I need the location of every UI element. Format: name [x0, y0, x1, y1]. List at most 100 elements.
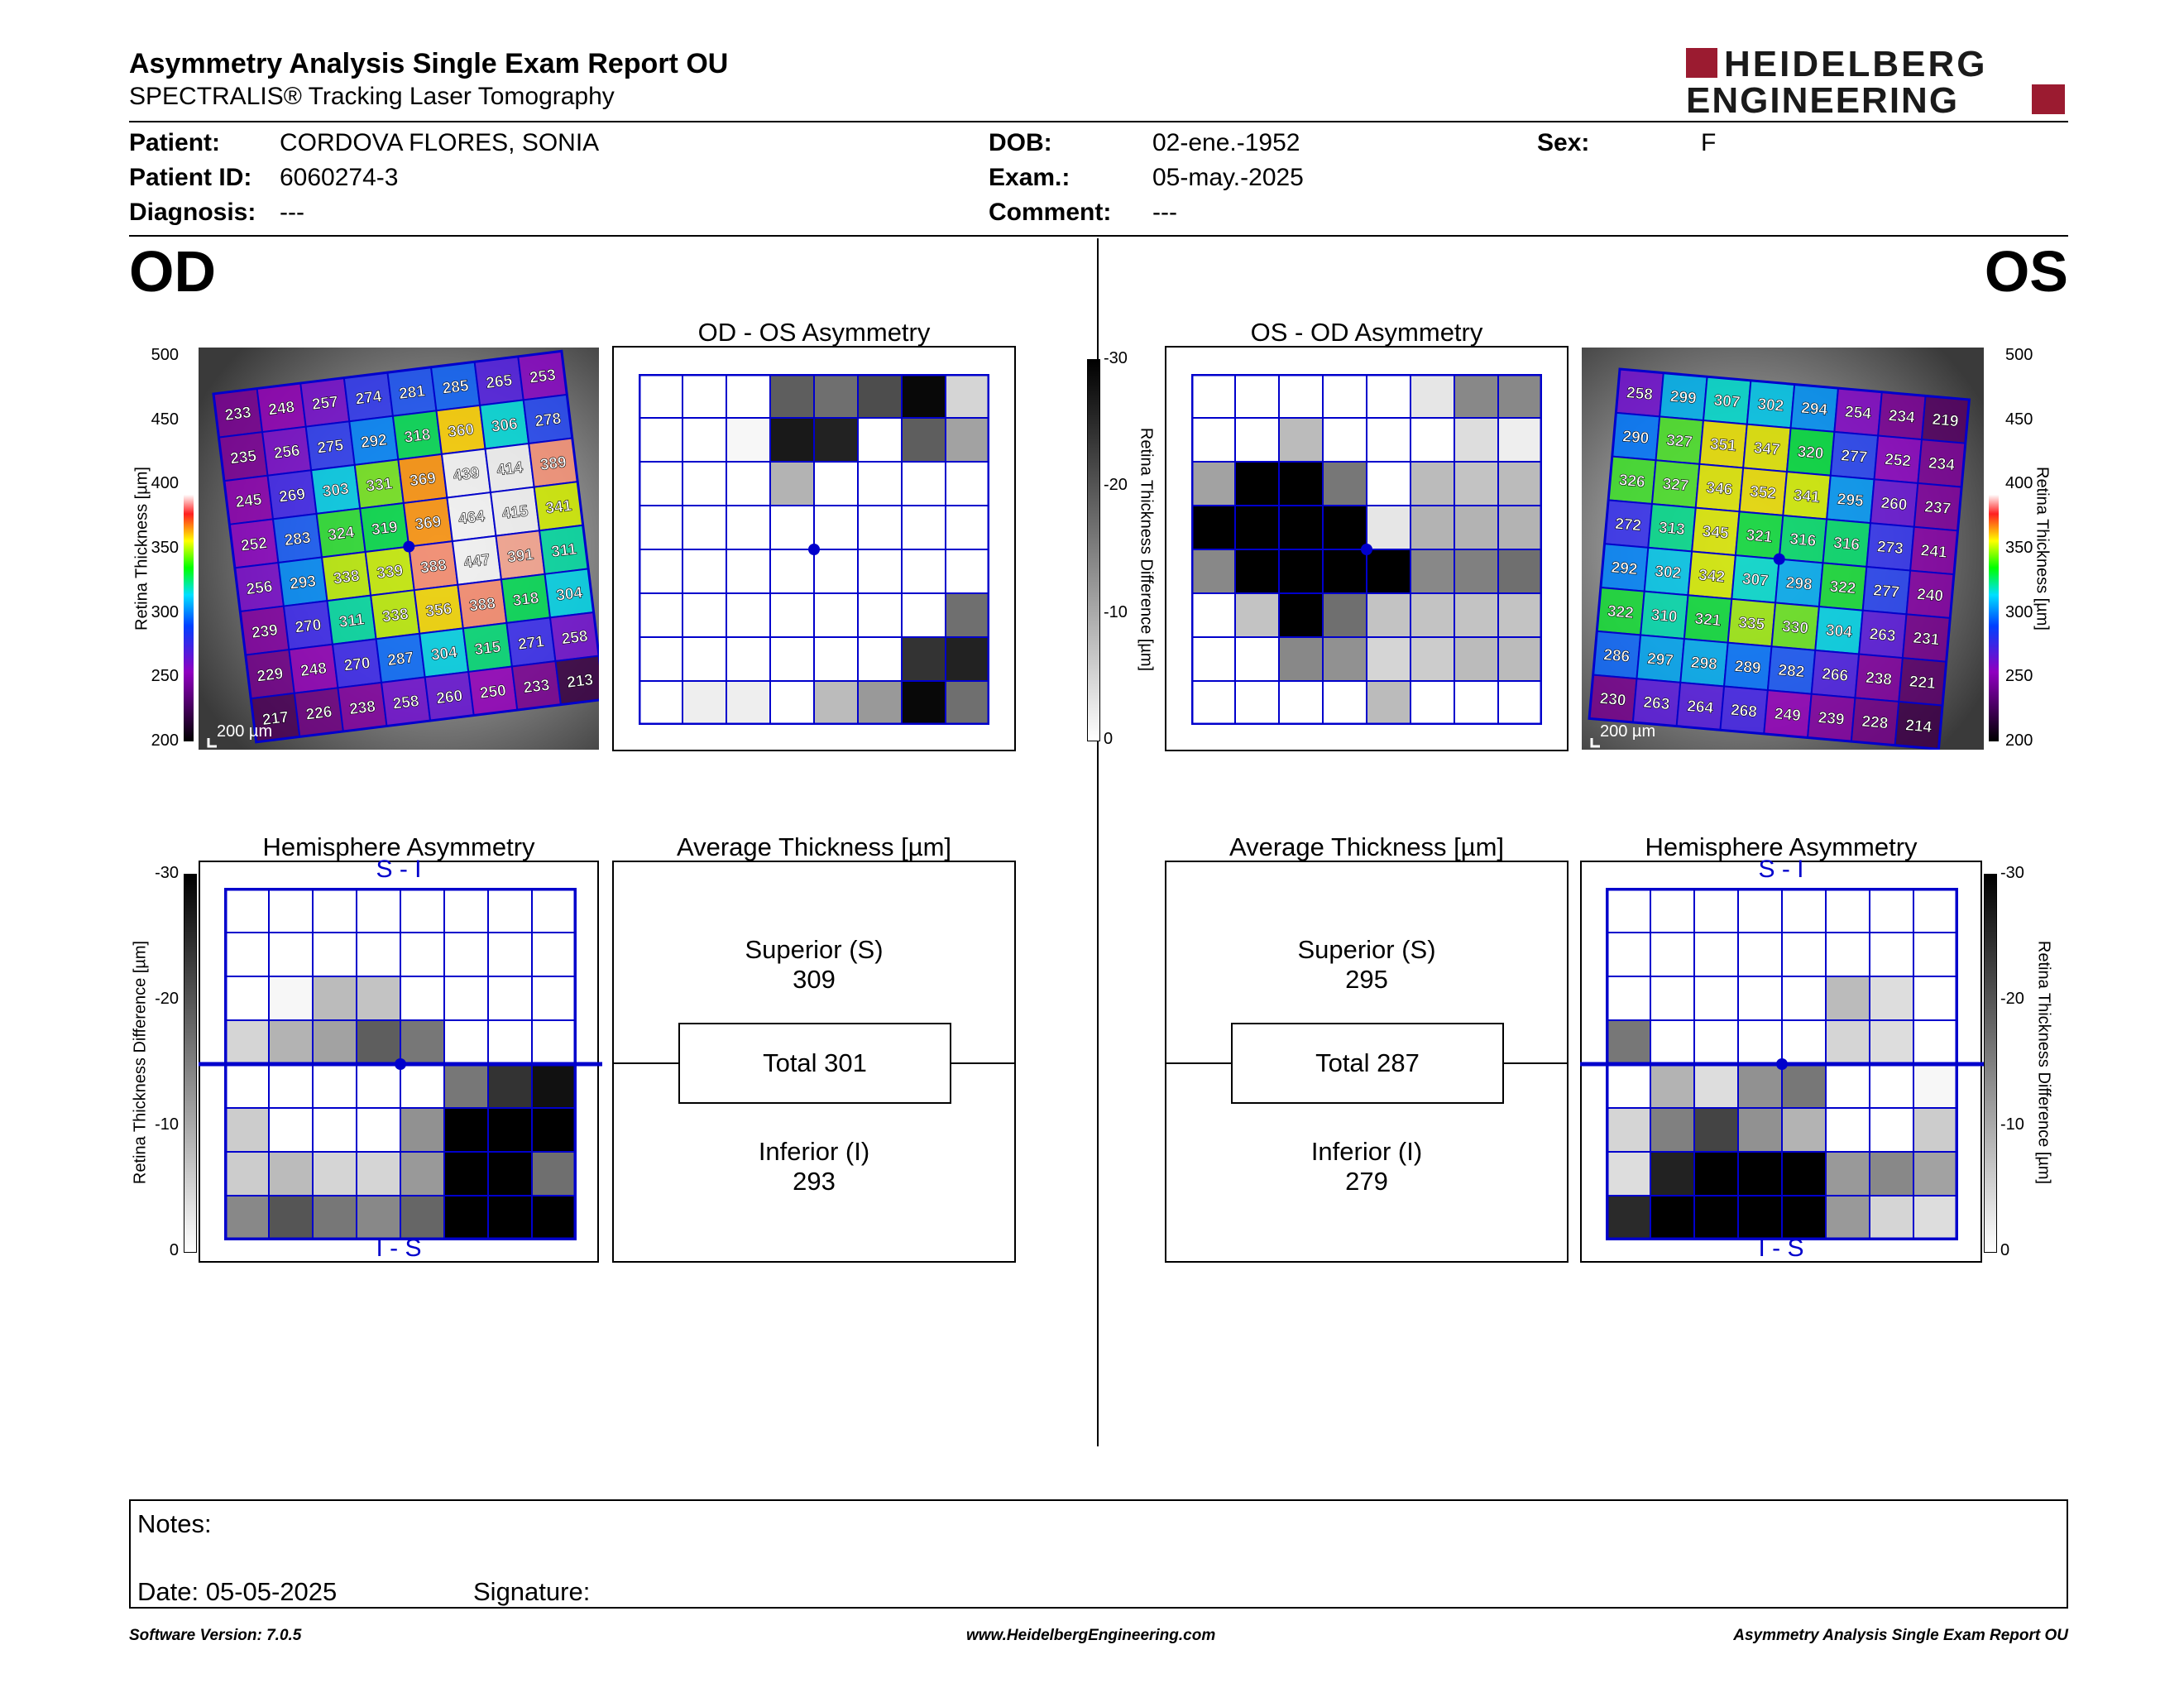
- od-thickness-axis-label: Retina Thickness [µm]: [132, 467, 151, 631]
- patient-id-label: Patient ID:: [129, 164, 252, 191]
- os-fundus-value-4-3: 307: [1741, 570, 1769, 590]
- od-thickness-tick-1: 450: [151, 410, 179, 429]
- os-asym-cell-0-0: [1191, 374, 1236, 419]
- os-hemi-cell-7-5: [1825, 1195, 1870, 1240]
- os-asym-frame: [1165, 346, 1569, 751]
- od-hemi-cell-6-2: [312, 1151, 357, 1196]
- notes-box[interactable]: Notes: Date: 05-05-2025 Signature:: [129, 1499, 2068, 1609]
- os-asym-cell-6-5: [1410, 636, 1455, 682]
- os-fundus-value-5-6: 263: [1869, 626, 1896, 645]
- center-diff-axis-label: Retina Thickness Difference [µm]: [1137, 427, 1156, 672]
- patient-divider: [129, 235, 2068, 237]
- od-hemi-cell-6-5: [443, 1151, 489, 1196]
- os-hemi-cell-6-1: [1650, 1151, 1695, 1196]
- center-divider: [1097, 238, 1099, 1446]
- footer-report-name: Asymmetry Analysis Single Exam Report OU: [1733, 1627, 2068, 1644]
- od-hemi-grid: [199, 888, 602, 1240]
- os-hemi-cell-5-2: [1693, 1107, 1739, 1153]
- od-asym-cell-2-5: [857, 461, 903, 506]
- od-fundus-thickness-map: 233 248 257 274 281 285 265 253 235 256 275 292 318 3…: [199, 348, 599, 750]
- od-hemi-cell-1-6: [487, 932, 533, 977]
- os-hemi-cell-6-0: [1606, 1151, 1651, 1196]
- od-thickness-tick-5: 250: [151, 667, 179, 686]
- os-hemi-tick-1: -20: [2000, 990, 2024, 1008]
- os-asym-cell-1-6: [1454, 417, 1499, 463]
- os-asym-cell-7-3: [1322, 680, 1367, 725]
- os-hemi-cell-5-7: [1913, 1107, 1958, 1153]
- od-hemi-cell-1-2: [312, 932, 357, 977]
- od-asym-cell-6-1: [682, 636, 727, 682]
- footer-website[interactable]: www.HeidelbergEngineering.com: [966, 1627, 1216, 1644]
- od-asym-cell-4-7: [945, 549, 989, 594]
- os-asym-cell-2-0: [1191, 461, 1236, 506]
- od-asym-fovea-marker: [808, 544, 820, 555]
- signature-label: Signature:: [473, 1577, 591, 1606]
- os-fundus-value-0-2: 307: [1713, 392, 1741, 412]
- os-fundus-value-4-4: 298: [1785, 574, 1813, 594]
- os-hemi-cell-5-6: [1869, 1107, 1914, 1153]
- od-asym-cell-6-2: [726, 636, 771, 682]
- od-asym-cell-3-3: [769, 505, 815, 550]
- os-asym-cell-2-3: [1322, 461, 1367, 506]
- os-asym-fovea-marker: [1361, 544, 1372, 555]
- os-fundus-scale-bar: [1590, 738, 1600, 748]
- od-asym-cell-6-5: [857, 636, 903, 682]
- os-avg-line-left: [1166, 1062, 1236, 1064]
- os-asym-cell-6-1: [1234, 636, 1280, 682]
- od-fundus-value-7-0: 217: [261, 708, 290, 729]
- od-fundus-value-6-1: 248: [299, 659, 328, 680]
- os-asym-cell-4-6: [1454, 549, 1499, 594]
- os-fundus-value-3-7: 241: [1920, 542, 1948, 562]
- od-fundus-value-1-1: 256: [273, 442, 301, 463]
- os-fundus-value-0-0: 258: [1626, 384, 1653, 404]
- od-asym-cell-4-2: [726, 549, 771, 594]
- os-hemi-cell-3-3: [1737, 1019, 1783, 1065]
- os-fundus-value-5-0: 322: [1607, 602, 1634, 622]
- od-hemi-cell-7-2: [312, 1195, 357, 1240]
- od-hemi-cell-4-5: [443, 1063, 489, 1109]
- od-fundus-value-0-3: 274: [355, 388, 383, 409]
- os-fundus-value-2-6: 260: [1880, 495, 1908, 515]
- diagnosis-value: ---: [280, 199, 304, 226]
- os-asym-cell-7-6: [1454, 680, 1499, 725]
- od-asym-cell-3-5: [857, 505, 903, 550]
- os-asym-cell-1-7: [1497, 417, 1542, 463]
- os-hemi-cell-3-2: [1693, 1019, 1739, 1065]
- os-hemi-cell-3-5: [1825, 1019, 1870, 1065]
- os-asym-cell-3-1: [1234, 505, 1280, 550]
- od-fundus-value-1-6: 306: [491, 415, 519, 436]
- od-thickness-colorbar: [184, 356, 194, 741]
- os-hemi-cell-2-4: [1781, 976, 1827, 1021]
- os-fundus-value-1-7: 234: [1928, 454, 1956, 474]
- od-asym-cell-5-2: [726, 592, 771, 638]
- os-asym-cell-3-5: [1410, 505, 1455, 550]
- od-hemi-cell-5-3: [356, 1107, 401, 1153]
- od-fundus-value-4-3: 339: [376, 562, 404, 583]
- report-title: Asymmetry Analysis Single Exam Report OU: [129, 48, 729, 79]
- center-diff-tick-2: -10: [1104, 602, 1128, 621]
- od-fundus-value-3-2: 324: [327, 524, 355, 544]
- os-asym-cell-2-7: [1497, 461, 1542, 506]
- os-asym-cell-0-3: [1322, 374, 1367, 419]
- os-asym-cell-5-7: [1497, 592, 1542, 638]
- os-avg-line-right: [1497, 1062, 1567, 1064]
- os-fundus-value-2-3: 352: [1749, 483, 1776, 503]
- od-asym-cell-1-1: [682, 417, 727, 463]
- os-hemi-cell-5-0: [1606, 1107, 1651, 1153]
- od-fundus-value-7-7: 213: [566, 671, 594, 692]
- od-hemi-cell-0-0: [224, 888, 270, 933]
- os-asym-cell-1-0: [1191, 417, 1236, 463]
- od-asym-cell-2-1: [682, 461, 727, 506]
- od-fundus-value-7-5: 250: [479, 682, 507, 703]
- os-fundus-value-7-0: 230: [1599, 690, 1626, 710]
- od-hemi-title: Hemisphere Asymmetry: [262, 832, 535, 861]
- od-hemi-cell-3-1: [268, 1019, 314, 1065]
- os-hemi-cell-7-4: [1781, 1195, 1827, 1240]
- od-fundus-scale-label: 200 µm: [217, 722, 272, 741]
- os-fundus-value-4-6: 277: [1873, 582, 1900, 602]
- os-thickness-axis-label: Retina Thickness [µm]: [2033, 467, 2052, 631]
- od-fundus-value-6-0: 229: [256, 665, 284, 686]
- od-hemi-cell-6-4: [400, 1151, 445, 1196]
- od-fundus-value-0-7: 253: [529, 367, 557, 387]
- os-hemi-cell-1-4: [1781, 932, 1827, 977]
